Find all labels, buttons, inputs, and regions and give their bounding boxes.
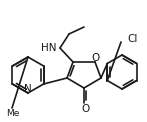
Text: Me: Me bbox=[6, 110, 20, 118]
Text: O: O bbox=[92, 53, 100, 63]
Text: Cl: Cl bbox=[127, 34, 137, 44]
Text: HN: HN bbox=[41, 43, 57, 53]
Text: N: N bbox=[24, 84, 32, 94]
Text: O: O bbox=[81, 104, 89, 114]
